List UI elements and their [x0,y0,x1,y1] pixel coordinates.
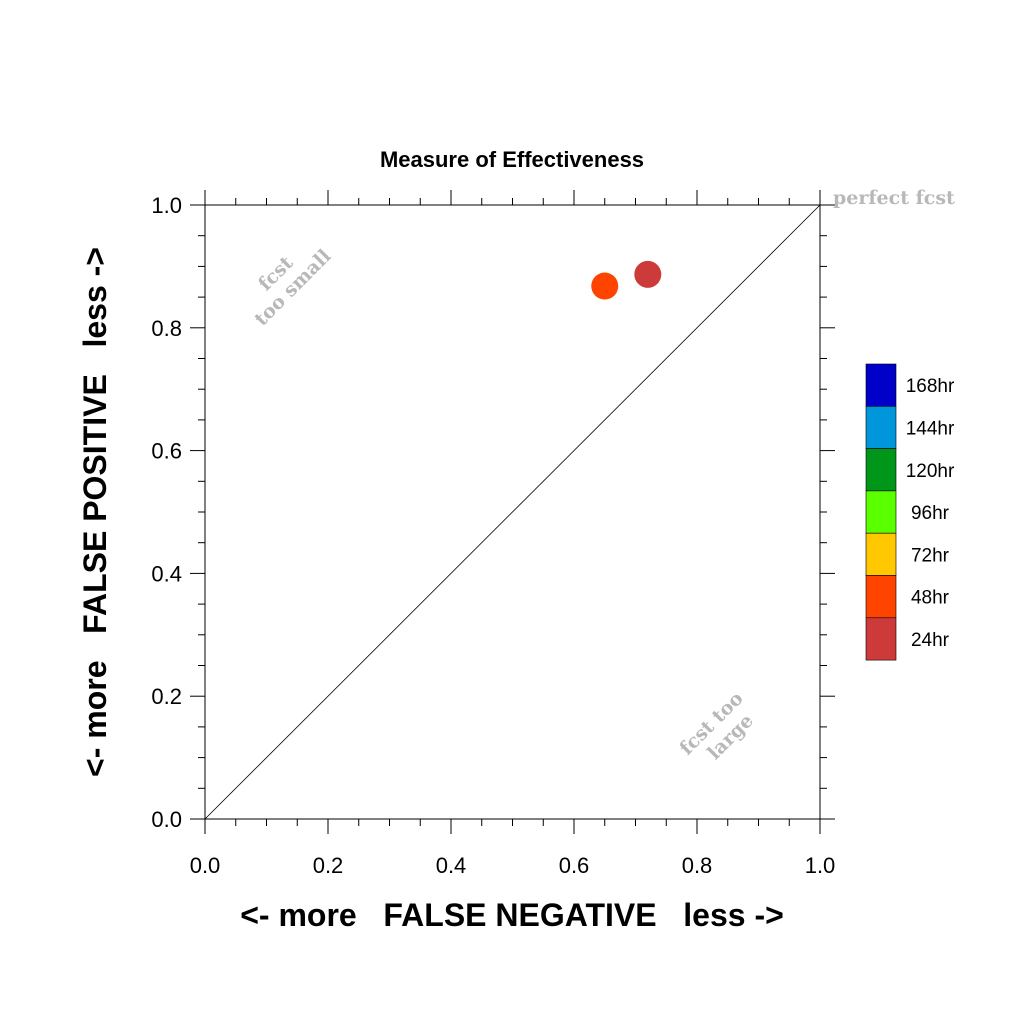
y-tick-label: 1.0 [151,193,182,218]
x-tick-label: 0.0 [190,853,221,878]
y-axis-title: <- more FALSE POSITIVE less -> [77,247,113,777]
diagonal-line [204,204,821,820]
y-tick-label: 0.6 [151,439,182,464]
legend-label-24hr: 24hr [911,630,950,651]
data-point-48hr [591,272,619,300]
x-tick-label: 0.2 [313,853,344,878]
legend-swatch-96hr [865,490,897,534]
axis-ticks [190,190,835,834]
legend-label-144hr: 144hr [906,418,955,439]
x-tick-label: 0.8 [682,853,713,878]
legend-label-120hr: 120hr [906,461,955,482]
x-tick-label: 1.0 [805,853,836,878]
legend-swatch-72hr [865,532,897,576]
legend-swatch-120hr [865,448,897,492]
legend-swatch-24hr [865,617,897,661]
legend-swatch-48hr [865,575,897,619]
y-tick-label: 0.8 [151,316,182,341]
annotation-fcst-too-small: fcst too small [250,245,335,330]
y-tick-label: 0.0 [151,807,182,832]
legend: 168hr 144hr 120hr 96hr 72hr 48hr 24hr [865,363,955,661]
x-axis-title: <- more FALSE NEGATIVE less -> [240,897,784,933]
data-points [591,260,662,300]
y-tick-label: 0.2 [151,684,182,709]
legend-swatch-168hr [865,363,897,407]
legend-label-168hr: 168hr [906,376,955,397]
legend-label-96hr: 96hr [911,503,950,524]
y-tick-label: 0.4 [151,561,182,586]
annotation-perfect-fcst: perfect fcst [833,187,955,209]
x-tick-label: 0.6 [559,853,590,878]
tick-labels: 0.0 0.2 0.4 0.6 0.8 1.0 0.0 0.2 0.4 0.6 0.8 1.0 [151,193,835,878]
x-tick-label: 0.4 [436,853,467,878]
legend-label-48hr: 48hr [911,588,950,609]
chart-title: Measure of Effectiveness [380,147,644,172]
legend-label-72hr: 72hr [911,545,950,566]
legend-swatch-144hr [865,405,897,449]
annotation-fcst-too-large: fcst too large [675,687,757,764]
data-point-24hr [634,260,662,288]
